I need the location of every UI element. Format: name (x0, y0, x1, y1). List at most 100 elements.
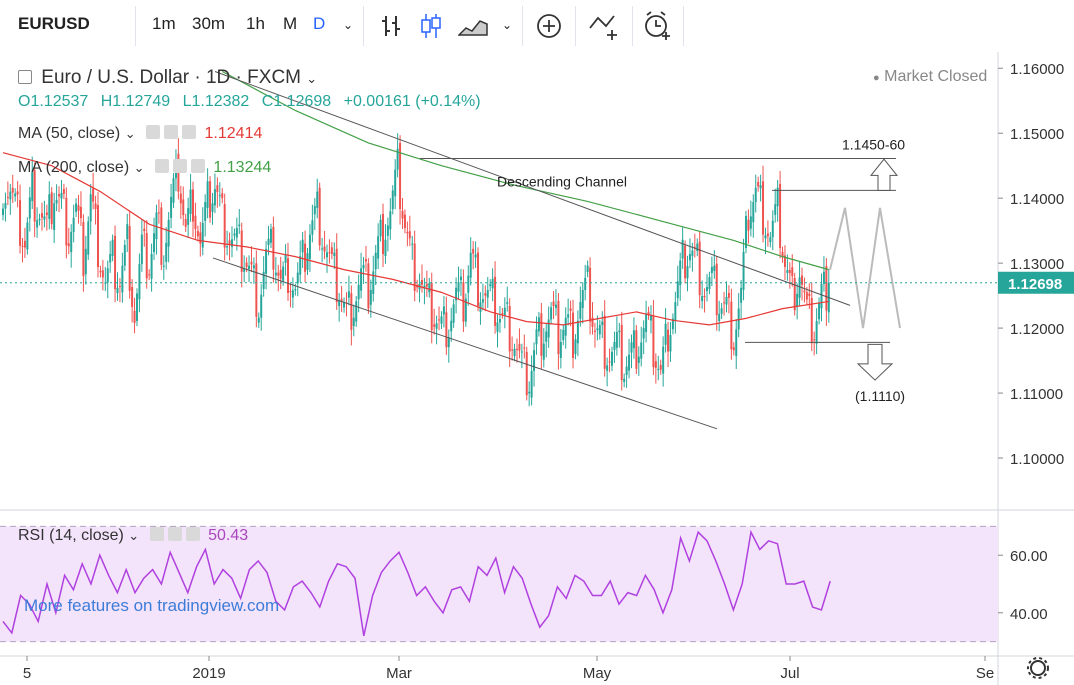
candle-body (818, 302, 821, 320)
rsi-legend[interactable]: RSI (14, close) ⌄ 50.43 (18, 527, 248, 545)
candle-body (530, 370, 533, 398)
price-chart[interactable]: 1.16000 1.15000 1.14000 1.13000 1.12000 1.110… (0, 52, 1074, 685)
add-indicator-icon[interactable] (536, 13, 562, 39)
candle-body (299, 256, 302, 275)
candle-body (618, 330, 621, 332)
alert-clock-icon[interactable] (642, 10, 672, 40)
chevron-down-icon[interactable]: ⌄ (343, 18, 354, 32)
eye-icon[interactable] (149, 527, 164, 541)
candle-body (589, 267, 592, 322)
candle-body (508, 306, 511, 352)
candle-body (586, 265, 589, 273)
candle-body (4, 202, 7, 209)
compare-symbol-icon[interactable] (588, 12, 622, 40)
candle-body (36, 220, 39, 228)
rsi-value: 50.43 (208, 527, 249, 544)
candle-body (408, 231, 411, 239)
candle-body (501, 313, 504, 315)
bars-style-icon[interactable] (380, 14, 402, 38)
candle-body (48, 194, 51, 219)
candle-body (747, 219, 750, 231)
candle-body (764, 235, 767, 239)
candle-body (810, 297, 813, 344)
candle-body (494, 276, 497, 326)
interval-daily[interactable]: D (313, 14, 326, 33)
collapse-legend-icon[interactable] (18, 70, 32, 84)
rsi-tick-label: 60.00 (1010, 548, 1048, 565)
candle-body (228, 240, 231, 245)
candle-body (206, 181, 209, 208)
candle-body (204, 202, 207, 221)
candle-body (313, 205, 316, 215)
candle-body (77, 205, 80, 211)
interval-30m[interactable]: 30m (192, 14, 226, 33)
candle-body (628, 354, 631, 371)
candle-body (464, 298, 467, 322)
candle-body (382, 213, 385, 255)
gear-icon[interactable] (172, 159, 187, 173)
ohlc-change: +0.00161 (+0.14%) (343, 93, 481, 110)
candle-body (274, 272, 277, 276)
candle-body (386, 225, 389, 236)
candle-body (43, 216, 46, 220)
candle-body (664, 323, 667, 345)
price-tick-label: 1.10000 (1010, 451, 1064, 468)
tradingview-watermark[interactable]: More features on tradingview.com (24, 596, 280, 615)
symbol-search[interactable]: EURUSD (18, 14, 90, 33)
interval-1m-month[interactable]: M (283, 14, 298, 33)
candle-body (688, 254, 691, 261)
candle-body (611, 351, 613, 366)
close-icon[interactable] (182, 125, 197, 139)
annotation-target-upper: 1.1450-60 (842, 136, 905, 152)
candle-body (708, 276, 711, 289)
interval-1m[interactable]: 1m (152, 14, 176, 33)
chevron-down-icon[interactable]: ⌄ (124, 126, 136, 141)
candle-body (752, 202, 755, 223)
candle-body (491, 278, 494, 289)
candle-body (537, 317, 540, 332)
candle-body (233, 233, 236, 236)
candle-body (467, 275, 470, 293)
candle-body (311, 220, 314, 235)
up-arrow-icon (869, 158, 899, 191)
chevron-down-icon[interactable]: ⌄ (306, 71, 318, 86)
candles-style-icon[interactable] (420, 12, 442, 40)
candle-body (369, 289, 372, 305)
gear-icon[interactable] (167, 527, 182, 541)
price-tick-label: 1.14000 (1010, 191, 1064, 208)
eye-icon[interactable] (154, 159, 169, 173)
candle-body (391, 190, 394, 210)
ma200-line (221, 70, 829, 271)
candle-body (33, 170, 36, 222)
chevron-down-icon[interactable]: ⌄ (502, 18, 513, 32)
candle-body (218, 195, 221, 197)
candle-body (60, 192, 63, 199)
eye-icon[interactable] (146, 125, 161, 139)
candle-body (87, 221, 90, 255)
candle-body (26, 222, 29, 250)
candle-body (749, 216, 752, 229)
chevron-down-icon[interactable]: ⌄ (133, 160, 145, 175)
candle-body (109, 254, 112, 263)
ma50-legend[interactable]: MA (50, close) ⌄ 1.12414 (18, 125, 262, 143)
close-icon[interactable] (190, 159, 205, 173)
candle-body (325, 252, 328, 258)
candle-body (287, 258, 290, 294)
interval-1h[interactable]: 1h (246, 14, 265, 33)
candle-body (248, 265, 251, 269)
close-icon[interactable] (185, 527, 200, 541)
gear-icon[interactable] (1027, 657, 1049, 679)
area-style-icon[interactable] (458, 16, 488, 36)
ma200-legend[interactable]: MA (200, close) ⌄ 1.13244 (18, 159, 271, 177)
chevron-down-icon[interactable]: ⌄ (128, 528, 140, 543)
candle-body (355, 301, 358, 322)
candle-body (62, 189, 65, 194)
time-tick-label: May (583, 665, 612, 682)
candle-body (140, 234, 143, 265)
last-price-badge (998, 271, 1074, 294)
candle-body (477, 252, 480, 307)
candle-body (535, 329, 538, 345)
candle-body (649, 315, 652, 321)
candle-body (304, 243, 307, 272)
gear-icon[interactable] (164, 125, 179, 139)
